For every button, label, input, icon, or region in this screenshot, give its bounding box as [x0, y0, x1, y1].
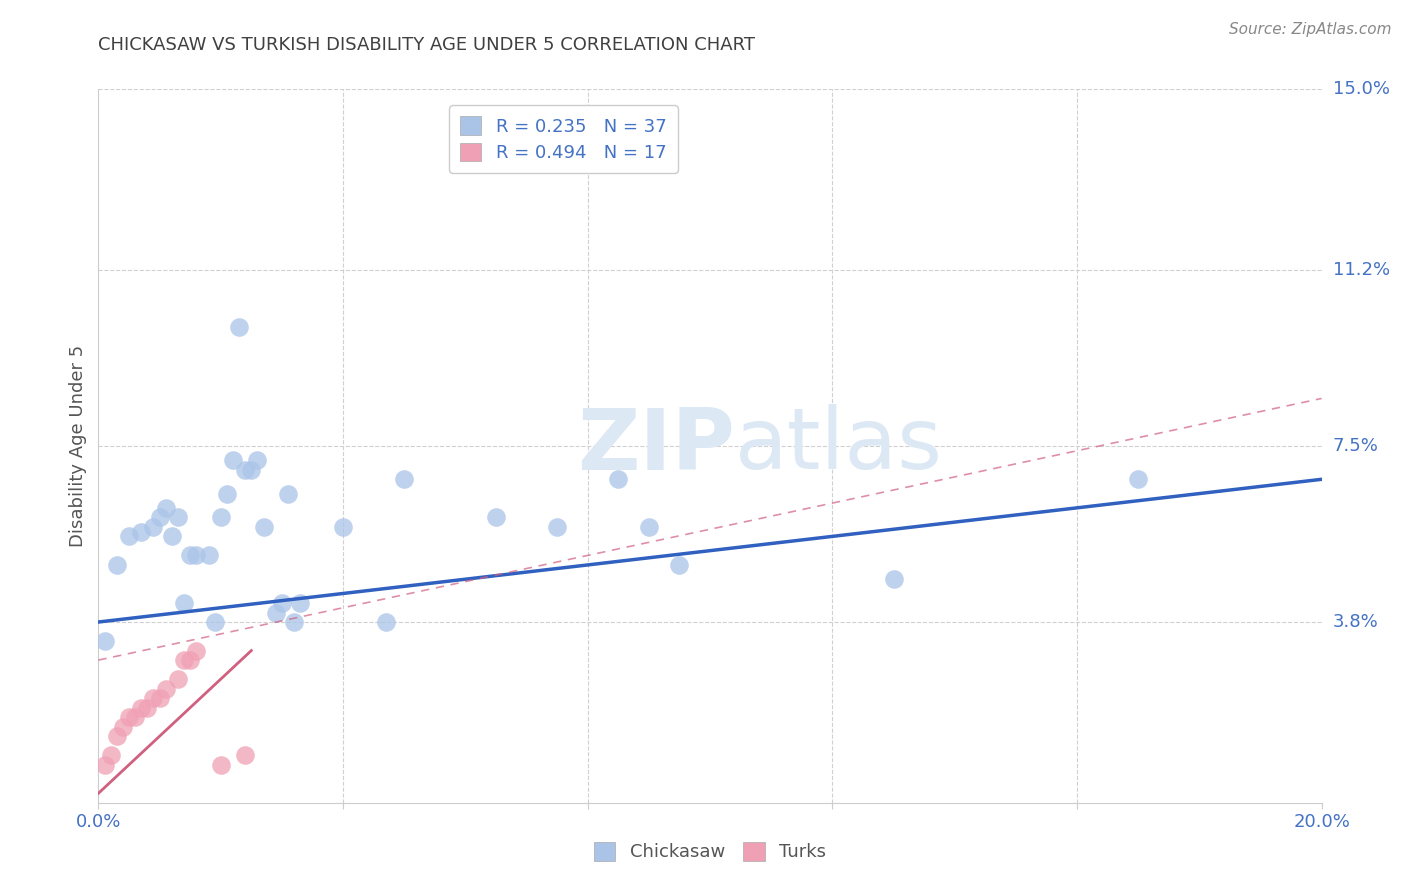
Text: 7.5%: 7.5%	[1333, 437, 1379, 455]
Point	[142, 691, 165, 706]
Point	[883, 572, 905, 586]
Text: atlas: atlas	[734, 404, 942, 488]
Point	[149, 691, 172, 706]
Point	[252, 520, 274, 534]
Point	[233, 748, 256, 763]
Point	[1128, 472, 1150, 486]
Text: 15.0%: 15.0%	[1333, 80, 1389, 98]
Point	[105, 729, 128, 743]
Point	[142, 520, 165, 534]
Point	[160, 529, 183, 543]
Point	[668, 558, 690, 572]
Point	[392, 472, 416, 486]
Point	[240, 463, 263, 477]
Point	[136, 700, 159, 714]
Point	[118, 710, 141, 724]
Text: Source: ZipAtlas.com: Source: ZipAtlas.com	[1229, 22, 1392, 37]
Point	[118, 529, 141, 543]
Point	[93, 634, 115, 648]
Text: 3.8%: 3.8%	[1333, 613, 1378, 631]
Point	[374, 615, 396, 629]
Point	[215, 486, 238, 500]
Point	[264, 606, 287, 620]
Point	[290, 596, 312, 610]
Text: CHICKASAW VS TURKISH DISABILITY AGE UNDER 5 CORRELATION CHART: CHICKASAW VS TURKISH DISABILITY AGE UNDE…	[98, 36, 755, 54]
Point	[197, 549, 219, 563]
Point	[283, 615, 305, 629]
Point	[179, 549, 201, 563]
Legend: Chickasaw, Turks: Chickasaw, Turks	[583, 831, 837, 872]
Text: ZIP: ZIP	[576, 404, 734, 488]
Point	[209, 757, 232, 772]
Point	[105, 558, 128, 572]
Point	[546, 520, 568, 534]
Point	[173, 596, 195, 610]
Point	[111, 720, 134, 734]
Point	[179, 653, 201, 667]
Point	[209, 510, 232, 524]
Point	[246, 453, 269, 467]
Point	[485, 510, 508, 524]
Point	[93, 757, 115, 772]
Point	[607, 472, 630, 486]
Point	[124, 710, 146, 724]
Point	[270, 596, 292, 610]
Point	[637, 520, 661, 534]
Point	[186, 549, 208, 563]
Point	[186, 643, 208, 657]
Point	[332, 520, 354, 534]
Point	[277, 486, 299, 500]
Point	[233, 463, 256, 477]
Point	[228, 320, 250, 334]
Point	[173, 653, 195, 667]
Point	[155, 681, 177, 696]
Point	[167, 510, 190, 524]
Point	[129, 524, 152, 539]
Point	[167, 672, 190, 686]
Point	[204, 615, 226, 629]
Y-axis label: Disability Age Under 5: Disability Age Under 5	[69, 345, 87, 547]
Point	[100, 748, 122, 763]
Text: 11.2%: 11.2%	[1333, 261, 1391, 279]
Point	[155, 500, 177, 515]
Point	[222, 453, 245, 467]
Point	[149, 510, 172, 524]
Point	[129, 700, 152, 714]
